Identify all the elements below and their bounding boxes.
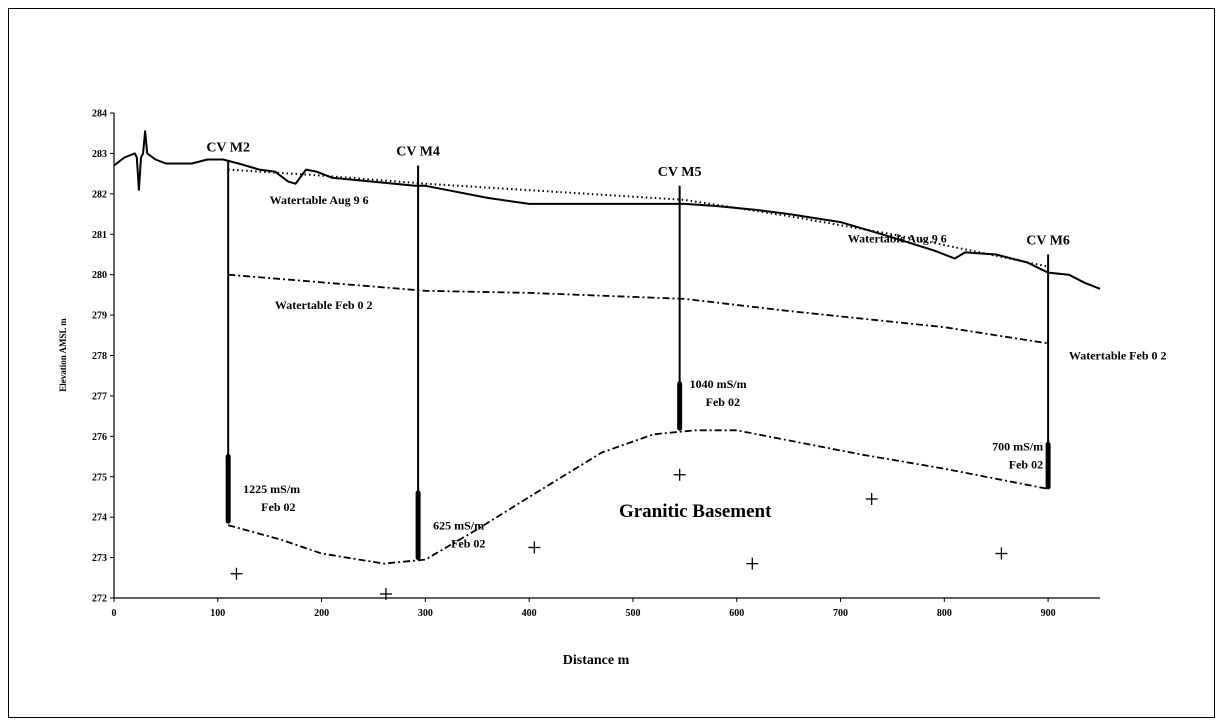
series-line-2: [228, 273, 1049, 345]
borehole-date: Feb 02: [261, 500, 295, 514]
borehole-name: CV M6: [1026, 233, 1070, 248]
y-tick-label: 282: [92, 189, 107, 200]
x-tick-label: 900: [1041, 608, 1056, 619]
x-tick-label: 500: [625, 608, 640, 619]
borehole-date: Feb 02: [1009, 457, 1043, 471]
cross-marker: [865, 492, 878, 505]
boreholes: CV M2 1225 mS/m Feb 02 CV M4 625 mS/m Feb 02 C…: [206, 141, 1070, 561]
watertable-label: Watertable Feb 0 2: [275, 298, 373, 312]
cross-marker: [673, 468, 686, 481]
y-tick-label: 272: [92, 594, 107, 605]
borehole-value: 700 mS/m: [992, 439, 1043, 453]
x-axis-label: Distance m: [563, 653, 630, 668]
watertable-label: Watertable Aug 9 6: [848, 231, 947, 245]
y-tick-label: 280: [92, 270, 107, 281]
series-line-3: [227, 429, 1049, 565]
cross-marker: [995, 547, 1008, 560]
borehole-name: CV M2: [206, 141, 250, 156]
cross-marker: [230, 567, 243, 580]
borehole-date: Feb 02: [706, 395, 740, 409]
borehole-value: 1225 mS/m: [243, 482, 300, 496]
x-tick-label: 400: [522, 608, 537, 619]
y-tick-label: 281: [92, 230, 107, 241]
y-tick-label: 283: [92, 149, 107, 160]
y-tick-label: 277: [92, 391, 107, 402]
x-tick-label: 300: [418, 608, 433, 619]
cross-marker: [379, 587, 392, 600]
series-line-1: [228, 168, 1049, 268]
annotations: Watertable Aug 9 6 Watertable Aug 9 6 Wate…: [270, 193, 1167, 522]
basement-label: Granitic Basement: [619, 501, 772, 522]
x-tick-label: 600: [729, 608, 744, 619]
series-lines: [113, 130, 1101, 565]
x-tick-label: 700: [833, 608, 848, 619]
x-tick-label: 200: [314, 608, 329, 619]
watertable-label: Watertable Aug 9 6: [270, 193, 369, 207]
borehole-name: CV M5: [658, 165, 702, 180]
cross-marker: [746, 557, 759, 570]
y-tick-labels: 272 273 274 275 276 277 278 279 280 281 282 283 284: [92, 109, 107, 605]
y-tick-label: 274: [92, 513, 107, 524]
x-tick-labels: 0 100 200 300 400 500 600 700 800 900: [112, 608, 1056, 619]
borehole-value: 625 mS/m: [433, 519, 484, 533]
y-axis-label: Elevation AMSL m: [58, 318, 68, 392]
borehole-name: CV M4: [396, 145, 440, 160]
y-tick-label: 284: [92, 109, 107, 120]
y-tick-label: 278: [92, 351, 107, 362]
borehole-value: 1040 mS/m: [690, 377, 747, 391]
x-tick-label: 800: [937, 608, 952, 619]
axes: [110, 112, 1100, 602]
chart-frame: [8, 8, 1215, 718]
series-line-0: [113, 130, 1101, 290]
y-tick-label: 273: [92, 553, 107, 564]
borehole-date: Feb 02: [451, 537, 485, 551]
basement-markers: [230, 468, 1008, 600]
watertable-label: Watertable Feb 0 2: [1069, 349, 1167, 363]
cross-marker: [528, 541, 541, 554]
x-tick-label: 100: [210, 608, 225, 619]
x-tick-label: 0: [112, 608, 117, 619]
y-tick-label: 275: [92, 472, 107, 483]
y-tick-label: 279: [92, 311, 107, 322]
y-tick-label: 276: [92, 432, 107, 443]
